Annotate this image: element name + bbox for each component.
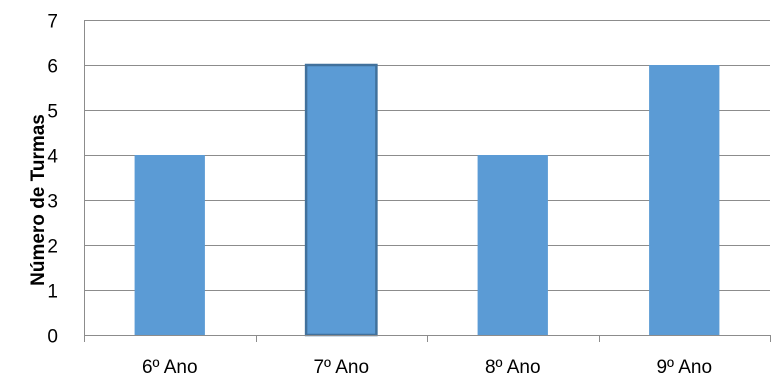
y-tick-label: 6	[47, 57, 58, 78]
y-tick-label: 7	[47, 12, 58, 33]
bar-3	[477, 155, 548, 335]
x-tick-label: 7º Ano	[313, 357, 369, 378]
y-tick-label: 4	[47, 147, 58, 168]
y-tick-label: 2	[47, 237, 58, 258]
y-tick-label: 0	[47, 327, 58, 348]
bars	[134, 63, 720, 337]
bar-1	[134, 155, 205, 335]
x-tick-labels: 6º Ano 7º Ano 8º Ano 9º Ano	[142, 357, 712, 378]
y-tick-label: 5	[47, 102, 58, 123]
bar-4	[649, 65, 720, 335]
x-tick-label: 6º Ano	[142, 357, 198, 378]
y-tick-labels: 0 1 2 3 4 5 6 7	[47, 12, 58, 348]
x-tick-label: 8º Ano	[485, 357, 541, 378]
y-tick-label: 3	[47, 192, 58, 213]
x-tick-label: 9º Ano	[656, 357, 712, 378]
bar-2	[304, 63, 378, 337]
y-tick-label: 1	[47, 282, 58, 303]
axes	[84, 20, 771, 342]
y-axis-title: Número de Turmas	[28, 114, 49, 286]
